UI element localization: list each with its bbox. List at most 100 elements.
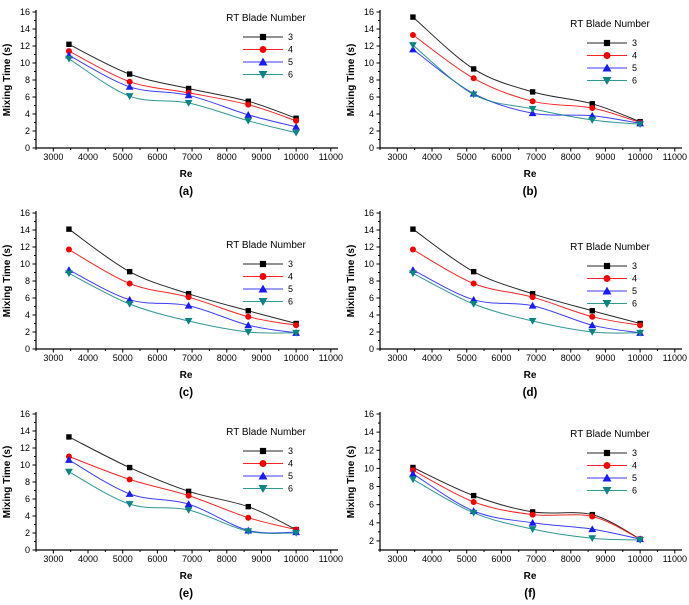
y-tick-label: 14 <box>20 24 30 34</box>
x-tick-label: 11000 <box>663 152 687 162</box>
x-tick-label: 10000 <box>284 554 309 564</box>
legend-circle-marker-icon <box>603 462 611 469</box>
data-point-triangle-down-marker-icon <box>125 93 134 100</box>
x-tick-label: 11000 <box>319 353 343 363</box>
data-point-triangle-up-marker-icon <box>244 111 253 118</box>
data-point-triangle-down-marker-icon <box>184 317 193 325</box>
x-tick-label: 7000 <box>526 152 546 162</box>
y-tick-label: 12 <box>20 242 30 252</box>
chart-panel-e: 3000 4000 5000 6000 7000 8000 9000 10000 11000 0 2… <box>0 402 344 603</box>
data-point-circle-marker-icon <box>529 294 536 301</box>
y-tick-label: 16 <box>364 208 374 218</box>
data-point-triangle-up-marker-icon <box>184 91 193 99</box>
data-point-triangle-down-marker-icon <box>184 507 193 514</box>
x-tick-label: 7000 <box>526 554 546 564</box>
x-tick-label: 3000 <box>43 353 63 363</box>
legend-label-blade-6: 6 <box>632 299 637 309</box>
y-tick-label: 14 <box>20 225 30 235</box>
data-point-triangle-up-marker-icon <box>125 83 134 90</box>
x-tick-label: 11000 <box>663 554 687 564</box>
legend-label-blade-3: 3 <box>632 38 637 48</box>
y-tick-label: 2 <box>25 126 30 136</box>
data-point-circle-marker-icon <box>65 48 72 55</box>
data-point-triangle-down-marker-icon <box>528 105 537 113</box>
y-tick-label: 0 <box>369 143 374 153</box>
data-point-square-marker-icon <box>589 308 595 314</box>
x-tick-label: 10000 <box>628 353 653 363</box>
data-point-circle-marker-icon <box>409 246 416 253</box>
panel-label-f: (f) <box>524 588 536 600</box>
x-tick-label: 7000 <box>182 152 202 162</box>
data-point-triangle-up-marker-icon <box>184 500 193 508</box>
legend-label-blade-4: 4 <box>288 45 293 55</box>
legend-square-marker-icon <box>259 447 267 455</box>
legend-title: RT Blade Number <box>570 429 650 440</box>
y-axis-title: Mixing Time (s) <box>346 44 357 117</box>
data-point-square-marker-icon <box>529 291 536 297</box>
legend-circle-marker-icon <box>259 460 267 467</box>
chart-svg-c: 3000 4000 5000 6000 7000 8000 9000 10000 11000 0 2… <box>2 208 343 399</box>
legend-title: RT Blade Number <box>226 427 306 438</box>
data-point-square-marker-icon <box>470 492 477 499</box>
chart-panel-f: 3000 4000 5000 6000 7000 8000 9000 10000 11000 2 4… <box>344 402 688 603</box>
chart-svg-d: 3000 4000 5000 6000 7000 8000 9000 10000 11000 0 2… <box>346 208 687 399</box>
data-point-triangle-down-marker-icon <box>636 537 645 544</box>
chart-panel-c: 3000 4000 5000 6000 7000 8000 9000 10000 11000 0 2… <box>0 201 344 402</box>
x-tick-label: 7000 <box>182 554 202 564</box>
data-point-circle-marker-icon <box>470 75 477 82</box>
legend-circle-marker-icon <box>259 273 267 280</box>
legend-circle-marker-icon <box>603 52 611 59</box>
data-point-triangle-up-marker-icon <box>125 490 134 497</box>
x-tick-label: 11000 <box>319 554 343 564</box>
x-tick-label: 6000 <box>147 353 167 363</box>
x-tick-label: 8000 <box>561 554 581 564</box>
x-tick-label: 9000 <box>251 152 271 162</box>
x-tick-label: 10000 <box>628 554 653 564</box>
y-tick-label: 14 <box>20 426 30 436</box>
data-point-circle-marker-icon <box>126 476 133 483</box>
y-tick-label: 14 <box>364 225 374 235</box>
data-point-square-marker-icon <box>410 14 416 20</box>
data-point-triangle-down-marker-icon <box>409 42 417 49</box>
y-tick-label: 6 <box>369 500 374 510</box>
legend-label-blade-5: 5 <box>288 471 293 481</box>
x-tick-label: 5000 <box>113 554 133 564</box>
x-tick-label: 9000 <box>595 353 615 363</box>
legend-square-marker-icon <box>259 260 267 268</box>
data-point-triangle-up-marker-icon <box>528 519 537 526</box>
y-tick-label: 16 <box>20 7 30 17</box>
x-tick-label: 5000 <box>457 152 477 162</box>
series-line-blade-4 <box>412 249 641 326</box>
legend-circle-marker-icon <box>259 46 267 53</box>
y-tick-label: 8 <box>25 477 30 487</box>
data-point-triangle-down-marker-icon <box>244 528 253 536</box>
y-tick-label: 0 <box>25 344 30 354</box>
data-point-triangle-down-marker-icon <box>409 476 417 484</box>
x-tick-label: 5000 <box>113 353 133 363</box>
data-point-circle-marker-icon <box>245 101 252 108</box>
legend-label-blade-6: 6 <box>632 486 637 496</box>
data-point-triangle-down-marker-icon <box>292 129 301 137</box>
legend-label-blade-6: 6 <box>288 297 293 307</box>
data-point-triangle-down-marker-icon <box>125 501 134 508</box>
y-tick-label: 8 <box>369 276 374 286</box>
chart-panel-d: 3000 4000 5000 6000 7000 8000 9000 10000 11000 0 2… <box>344 201 688 402</box>
data-point-triangle-down-marker-icon <box>528 317 537 325</box>
chart-svg-a: 3000 4000 5000 6000 7000 8000 9000 10000 11000 0 2… <box>2 7 343 198</box>
x-axis-title: Re <box>524 571 537 582</box>
data-point-square-marker-icon <box>66 434 72 440</box>
y-tick-label: 6 <box>25 92 30 102</box>
data-point-square-marker-icon <box>126 71 133 77</box>
panel-label-e: (e) <box>179 588 193 600</box>
data-point-square-marker-icon <box>470 268 477 275</box>
x-axis-title: Re <box>180 370 193 381</box>
legend-triangle-down-marker-icon <box>602 77 612 85</box>
y-tick-label: 6 <box>369 92 374 102</box>
legend-title: RT Blade Number <box>570 19 650 30</box>
data-point-circle-marker-icon <box>293 117 300 124</box>
x-tick-label: 7000 <box>182 353 202 363</box>
x-tick-label: 9000 <box>595 152 615 162</box>
x-tick-label: 10000 <box>284 353 309 363</box>
y-tick-label: 10 <box>20 58 30 68</box>
